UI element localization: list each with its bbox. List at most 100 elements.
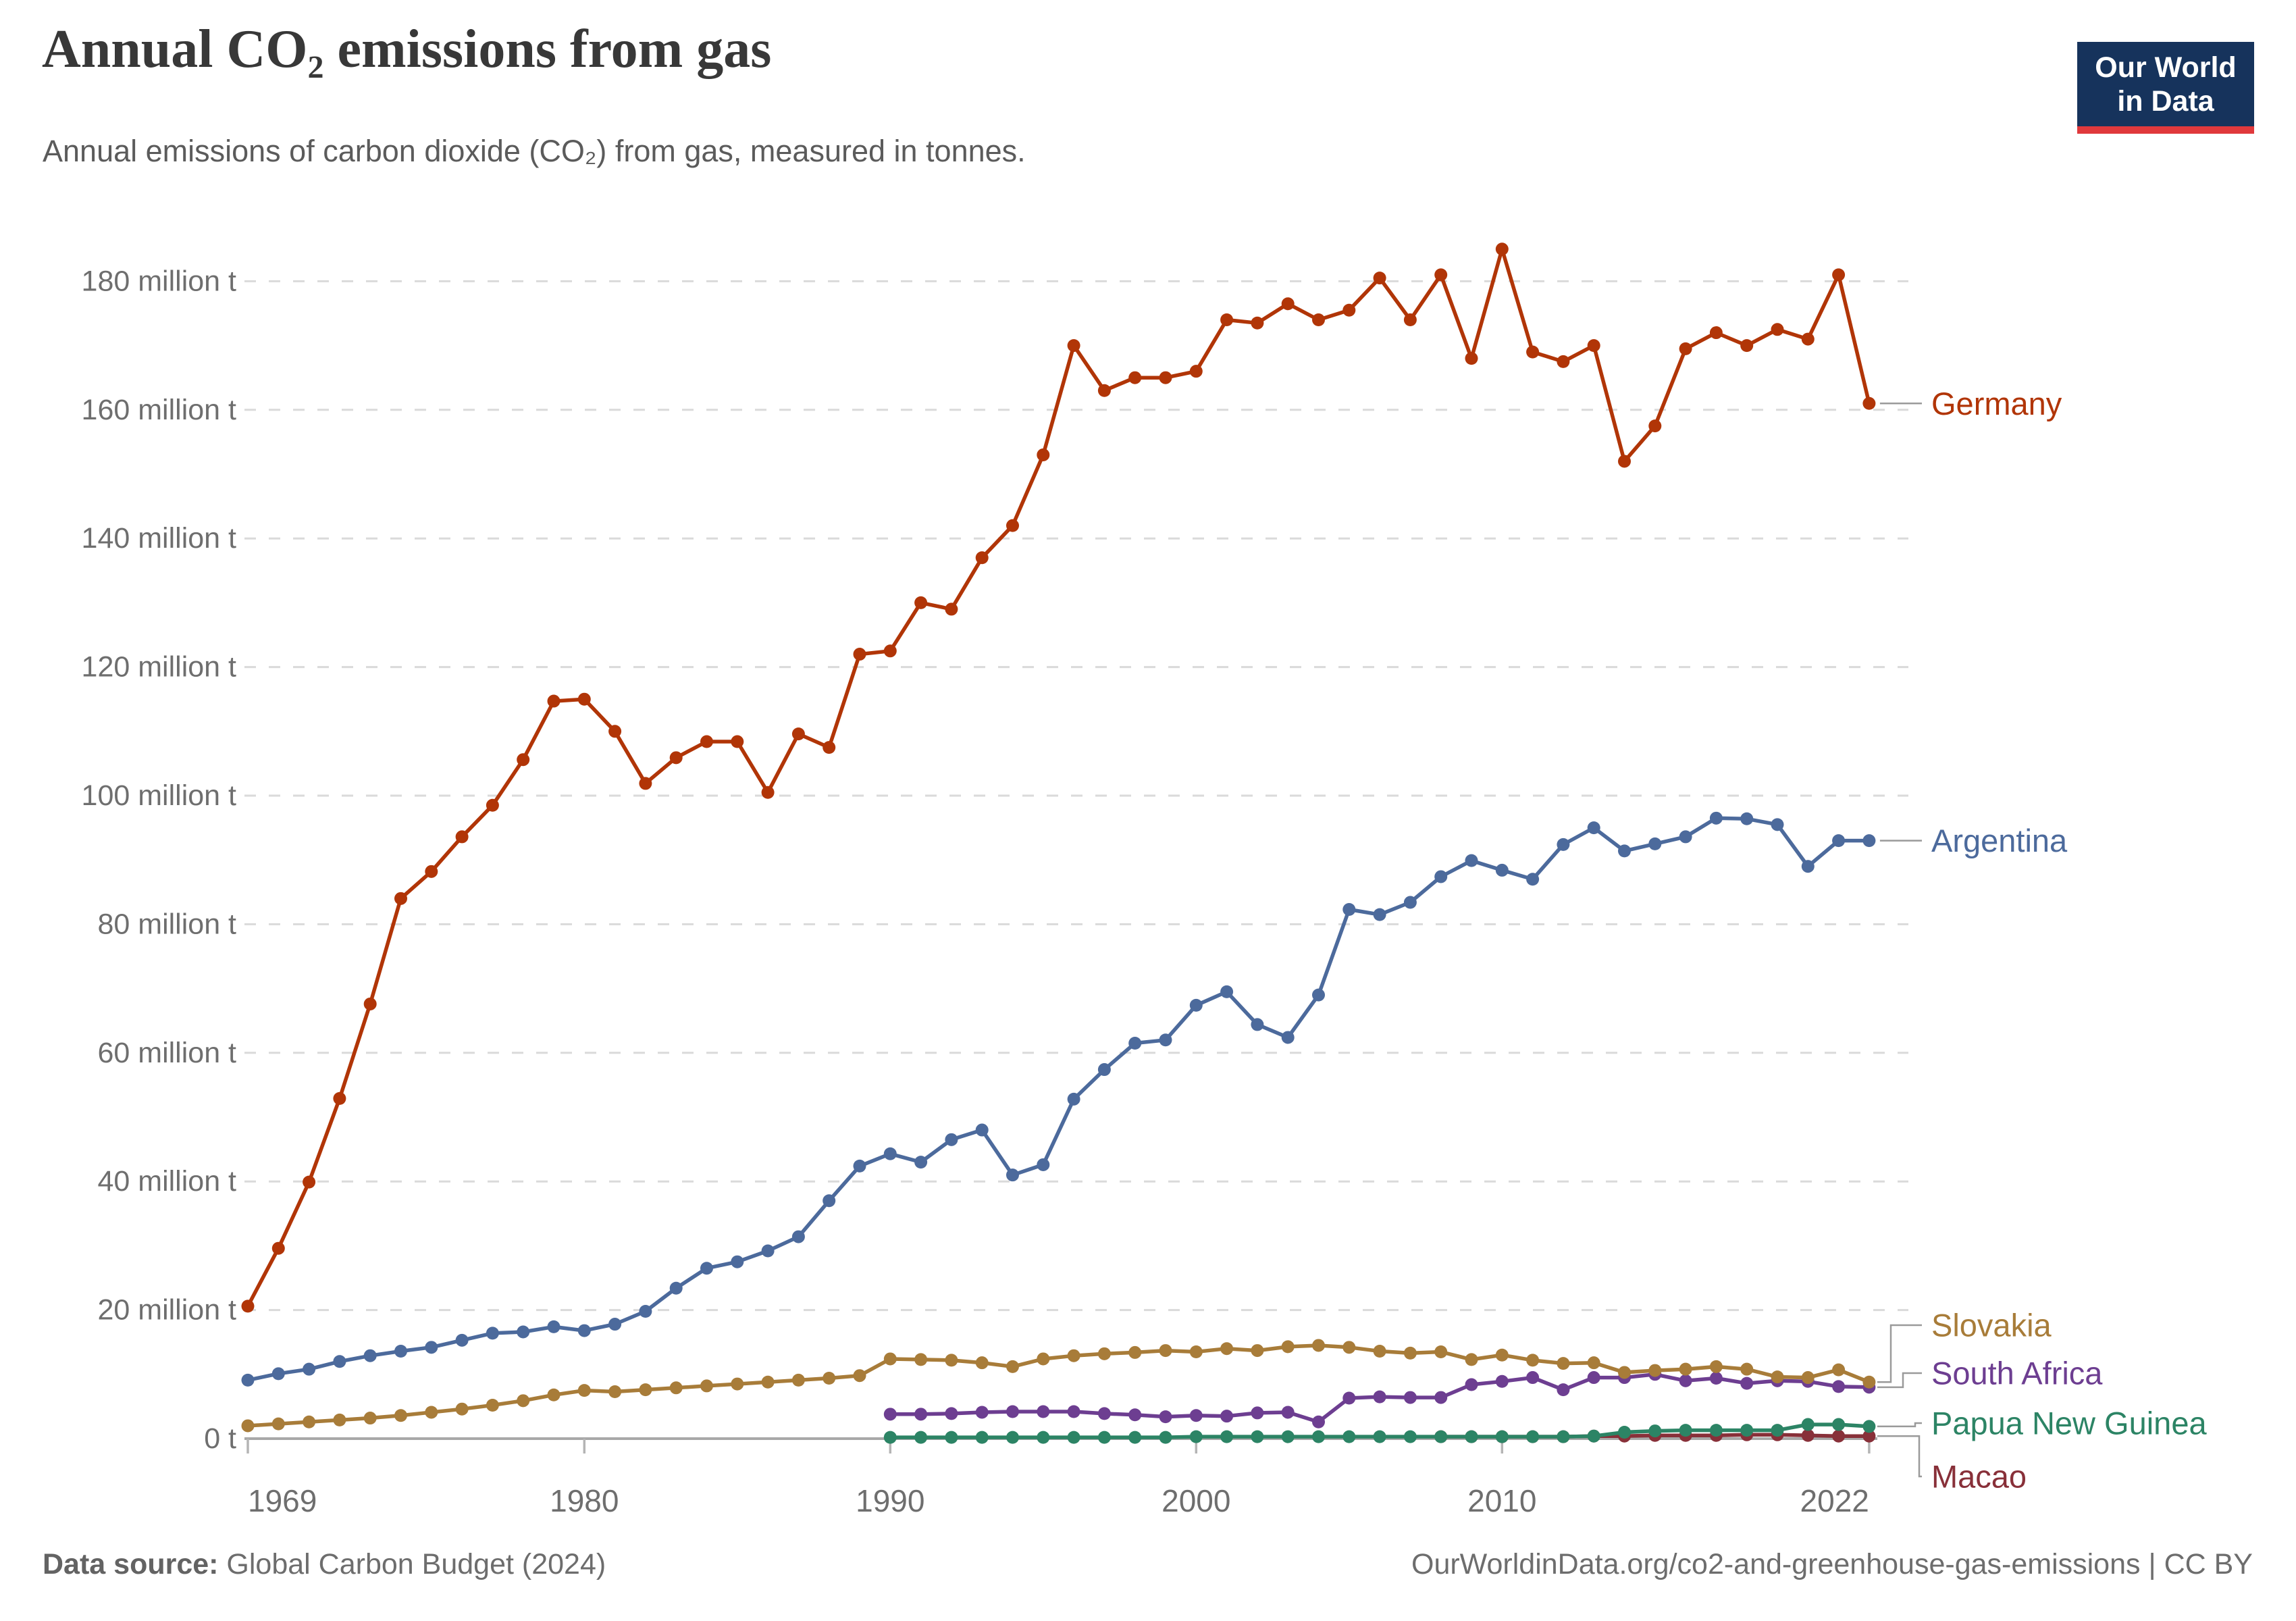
y-axis-tick-label: 140 million t: [82, 522, 236, 555]
data-point: [1097, 1407, 1111, 1420]
data-point: [303, 1175, 316, 1189]
data-point: [1342, 903, 1356, 917]
data-point: [823, 1372, 836, 1385]
data-point: [1526, 1354, 1540, 1367]
data-point: [1037, 1352, 1050, 1366]
series-germany: [241, 242, 1876, 1313]
data-point: [1128, 1431, 1142, 1444]
data-point: [761, 1244, 775, 1258]
data-point: [1403, 1346, 1417, 1360]
data-point: [1097, 1431, 1111, 1444]
label-connector: [1877, 1324, 1922, 1383]
series-line: [246, 816, 1871, 1383]
data-point: [425, 865, 438, 878]
data-point: [363, 997, 377, 1010]
data-point: [486, 1398, 499, 1412]
data-point: [1618, 455, 1631, 468]
data-point: [1740, 1362, 1754, 1376]
data-point: [1862, 834, 1876, 848]
series-label-argentina[interactable]: Argentina: [1931, 823, 2068, 858]
data-point: [1281, 1406, 1295, 1419]
data-point: [1189, 1430, 1203, 1443]
data-point: [883, 1147, 897, 1160]
data-point: [425, 1406, 438, 1419]
data-point: [1281, 1430, 1295, 1443]
data-point: [333, 1355, 346, 1368]
data-point: [1801, 1429, 1815, 1442]
series-label-macao[interactable]: Macao: [1931, 1459, 2027, 1495]
data-point: [1557, 1383, 1570, 1397]
y-axis-tick-label: 120 million t: [82, 651, 236, 684]
data-source-value: Global Carbon Budget (2024): [218, 1548, 606, 1580]
data-point: [1709, 1424, 1723, 1437]
data-point: [1587, 339, 1600, 353]
data-point: [1434, 1345, 1448, 1358]
data-point: [1189, 1409, 1203, 1422]
x-axis-tick-label: 1990: [856, 1483, 924, 1518]
data-point: [1465, 352, 1478, 365]
data-point: [1679, 830, 1692, 844]
data-point: [914, 1431, 928, 1444]
data-point: [1587, 1429, 1600, 1443]
data-point: [1832, 1363, 1846, 1376]
data-point: [1740, 812, 1754, 825]
data-point: [1465, 1353, 1478, 1366]
data-point: [1128, 1408, 1142, 1422]
y-axis-tick-label: 100 million t: [82, 779, 236, 812]
data-point: [914, 596, 928, 609]
data-point: [303, 1362, 316, 1376]
data-point: [271, 1367, 285, 1381]
owid-logo[interactable]: Our World in Data: [2077, 42, 2254, 134]
data-point: [486, 1327, 499, 1340]
data-point: [1587, 821, 1600, 835]
series-label-slovakia[interactable]: Slovakia: [1931, 1308, 2052, 1343]
series-label-south-africa[interactable]: South Africa: [1931, 1356, 2103, 1391]
data-point: [455, 1333, 469, 1347]
data-point: [1342, 303, 1356, 317]
data-point: [1373, 1430, 1386, 1443]
data-point: [1220, 985, 1234, 998]
y-axis-tick-label: 160 million t: [82, 394, 236, 426]
data-point: [1373, 272, 1386, 285]
footer-attribution[interactable]: OurWorldinData.org/co2-and-greenhouse-ga…: [1411, 1548, 2253, 1580]
data-point: [1709, 811, 1723, 825]
data-point: [945, 1133, 958, 1146]
data-point: [1128, 1037, 1142, 1050]
data-point: [1373, 1390, 1386, 1404]
data-point: [883, 1431, 897, 1444]
data-point: [1251, 1430, 1264, 1443]
data-point: [1006, 1431, 1019, 1444]
data-point: [639, 1383, 652, 1397]
footer-data-source: Data source: Global Carbon Budget (2024): [43, 1548, 606, 1581]
data-point: [1067, 1092, 1080, 1106]
data-point: [823, 1194, 836, 1208]
data-point: [1037, 448, 1050, 461]
data-point: [1220, 1342, 1234, 1356]
series-label-papua-new-guinea[interactable]: Papua New Guinea: [1931, 1406, 2207, 1441]
data-point: [1067, 1349, 1080, 1362]
data-point: [1465, 854, 1478, 867]
data-point: [1067, 1431, 1080, 1444]
data-point: [363, 1349, 377, 1362]
data-point: [1434, 1391, 1448, 1404]
data-point: [1006, 1360, 1019, 1373]
series-label-germany[interactable]: Germany: [1931, 386, 2062, 421]
data-point: [1434, 1430, 1448, 1443]
data-point: [394, 1409, 407, 1422]
series-line: [246, 247, 1871, 1308]
data-point: [1312, 1415, 1325, 1429]
data-point: [945, 1431, 958, 1444]
data-point: [945, 1407, 958, 1420]
data-point: [945, 1354, 958, 1367]
data-point: [394, 1345, 407, 1358]
x-axis-tick-label: 1980: [550, 1483, 619, 1518]
data-point: [1801, 332, 1815, 346]
data-point: [271, 1241, 285, 1255]
data-point: [639, 777, 652, 790]
data-point: [1220, 1410, 1234, 1423]
data-point: [1771, 1370, 1784, 1384]
data-point: [1495, 1374, 1509, 1388]
data-point: [1342, 1430, 1356, 1443]
data-point: [517, 1394, 530, 1408]
data-point: [455, 830, 469, 844]
